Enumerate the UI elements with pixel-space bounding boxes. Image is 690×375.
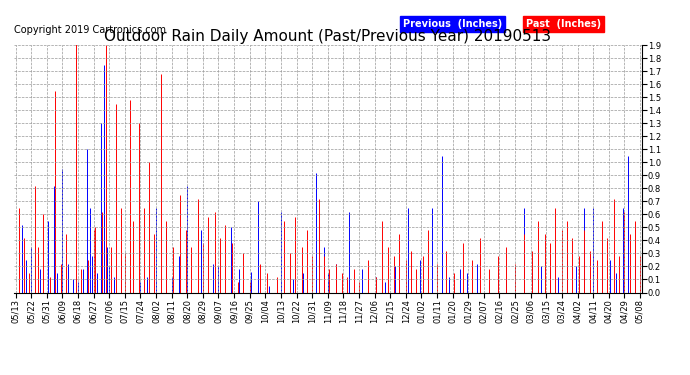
Text: Copyright 2019 Cartronics.com: Copyright 2019 Cartronics.com <box>14 25 166 35</box>
Text: Previous  (Inches): Previous (Inches) <box>403 19 502 29</box>
Title: Outdoor Rain Daily Amount (Past/Previous Year) 20190513: Outdoor Rain Daily Amount (Past/Previous… <box>104 29 551 44</box>
Text: Past  (Inches): Past (Inches) <box>526 19 601 29</box>
